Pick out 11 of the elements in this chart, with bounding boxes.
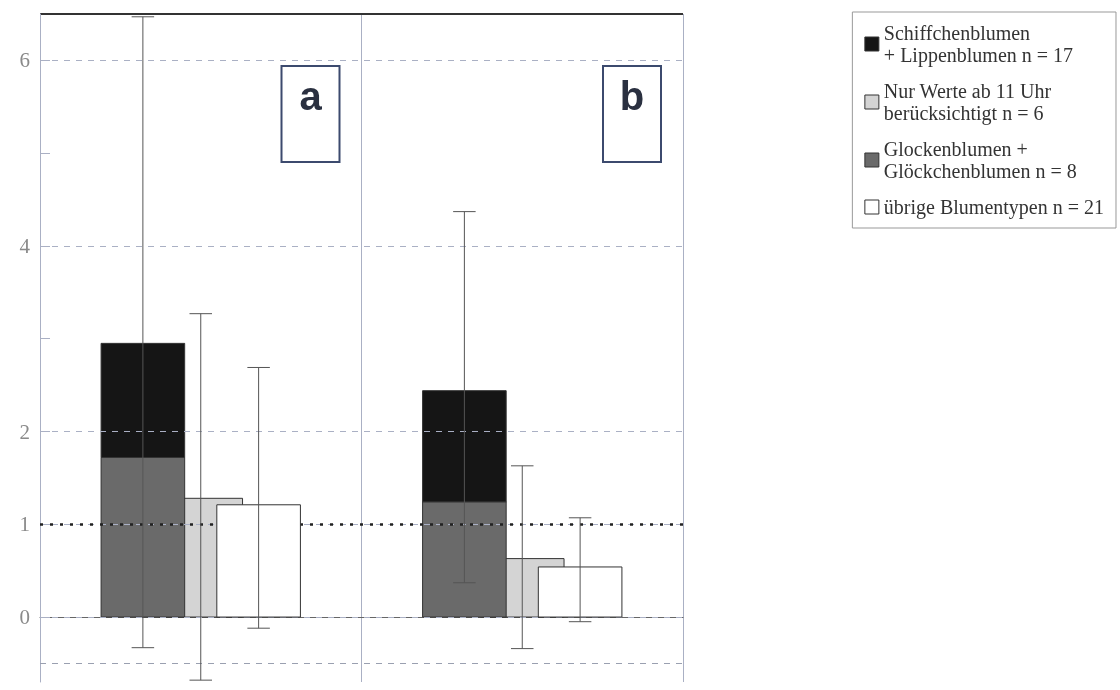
y-tick-label: 4 [19, 233, 31, 258]
y-tick-label: 6 [19, 48, 30, 73]
y-tick-label: 2 [19, 419, 30, 444]
annotation: b [619, 74, 645, 118]
legend-label: Schiffchenblumen + Lippenblumen n = 17 [883, 22, 1074, 67]
y-tick-label: 1 [19, 512, 30, 537]
y-tick-label: 0 [19, 605, 30, 630]
annotation: a [299, 74, 323, 118]
legend-label: Nur Werte ab 11 Uhr berücksichtigt n = 6 [883, 80, 1052, 125]
legend-label: übrige Blumentypen n = 21 [883, 196, 1104, 219]
legend-label: Glockenblumen + Glöckchenblumen n = 8 [883, 138, 1077, 182]
